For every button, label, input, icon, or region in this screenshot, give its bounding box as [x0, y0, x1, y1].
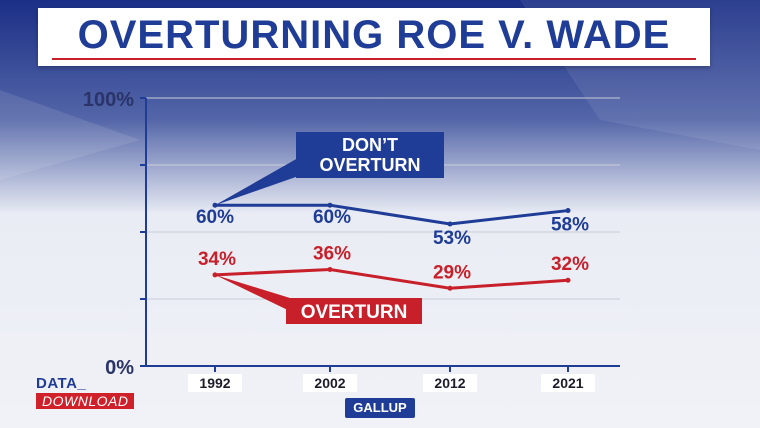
brand-line-1: DATA_	[36, 375, 87, 392]
title-banner: OVERTURNING ROE V. WADE	[38, 8, 710, 66]
overturn-line	[214, 268, 569, 290]
data-point	[565, 277, 571, 283]
x-tick-box	[423, 374, 477, 392]
overturn-callout-pointer	[215, 274, 296, 314]
dont-overturn-callout-label: DON’T	[342, 135, 398, 155]
data-point	[447, 285, 453, 291]
dont-overturn-line	[215, 203, 569, 226]
brand-logo: DATA_ DOWNLOAD	[36, 375, 135, 411]
x-tick-box	[303, 374, 357, 392]
x-tick-label: 2002	[314, 375, 345, 391]
data-label: 29%	[433, 262, 471, 283]
data-label: 36%	[313, 244, 351, 265]
y-tick-label: 100%	[83, 89, 134, 111]
x-tick-label: 1992	[199, 375, 230, 391]
dont-overturn-callout	[296, 132, 444, 178]
x-tick-label: 2021	[552, 375, 583, 391]
y-tick-label: 0%	[105, 357, 134, 379]
data-label: 32%	[551, 254, 589, 275]
x-tick-box	[188, 374, 242, 392]
data-label: 58%	[551, 215, 589, 236]
data-label: 60%	[313, 207, 351, 228]
data-point	[327, 202, 333, 208]
chart-title: OVERTURNING ROE V. WADE	[77, 13, 671, 57]
data-point	[565, 208, 571, 214]
title-underline	[52, 58, 696, 60]
data-label: 53%	[433, 228, 471, 249]
source-badge: GALLUP	[345, 398, 415, 418]
dont-overturn-callout-label: OVERTURN	[319, 155, 420, 175]
x-tick-label: 2012	[434, 375, 465, 391]
dont-overturn-callout-pointer	[215, 158, 310, 206]
data-label: 60%	[196, 207, 234, 228]
overturn-callout-label: OVERTURN	[301, 302, 408, 323]
brand-line-2: DOWNLOAD	[36, 393, 135, 409]
data-label: 34%	[198, 249, 236, 270]
data-point	[447, 221, 453, 227]
overturn-callout	[286, 298, 422, 324]
x-tick-box	[541, 374, 595, 392]
data-point	[327, 267, 333, 273]
